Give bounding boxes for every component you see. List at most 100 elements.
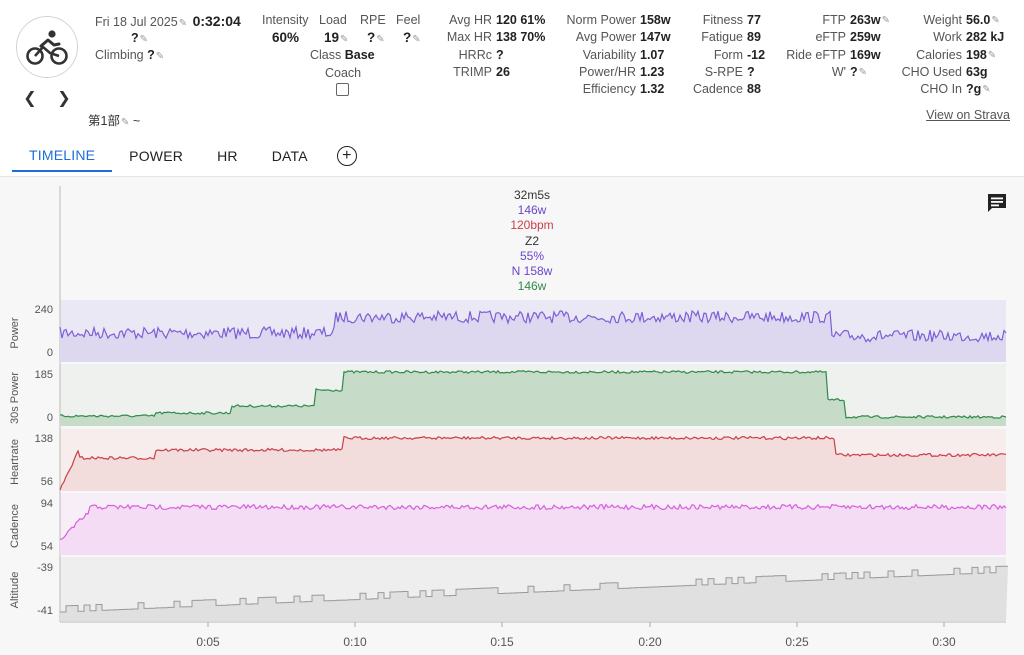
hrrc-label: HRRc (458, 47, 492, 62)
calories-label: Calories (916, 47, 962, 62)
efficiency-value: 1.32 (640, 82, 665, 97)
power-stats: Norm Power 158w Avg Power 147w Variability… (560, 12, 671, 98)
activity-date: Fri 18 Jul 2025 (95, 15, 178, 29)
ftp-value: 263w (850, 13, 881, 27)
variability-label: Variability (582, 47, 636, 62)
climbing-value: ? (147, 48, 155, 62)
class-label: Class (310, 48, 342, 62)
form-value: -12 (747, 47, 766, 62)
form-label: Form (713, 47, 743, 62)
activity-type-avatar[interactable] (16, 16, 78, 78)
weight-label: Weight (923, 13, 962, 27)
avg-hr-value: 120 61% (496, 13, 546, 27)
activity-name: ? (131, 31, 139, 45)
tab-power[interactable]: POWER (129, 148, 184, 164)
w-prime-label: W' (831, 64, 846, 79)
eftp-value: 259w (850, 30, 881, 45)
edit-name-pencil-icon[interactable]: ✎ (139, 34, 149, 45)
feel-label: Feel (396, 13, 421, 27)
cadence-value: 88 (747, 82, 761, 97)
cho-in-label: CHO In (920, 82, 962, 97)
cho-used-label: CHO Used (901, 64, 962, 79)
ride-eftp-label: Ride eFTP (786, 47, 846, 62)
description-suffix: ~ (132, 114, 141, 128)
intensity-value: 60% (272, 30, 300, 45)
fatigue-label: Fatigue (701, 30, 743, 45)
hrrc-value: ? (496, 47, 504, 62)
view-on-strava-link[interactable]: View on Strava (926, 108, 1010, 122)
edit-feel-pencil-icon[interactable]: ✎ (412, 34, 421, 45)
tab-hr[interactable]: HR (217, 148, 238, 164)
avg-hr-label: Avg HR (449, 13, 492, 27)
edit-calories-pencil-icon[interactable]: ✎ (987, 49, 997, 61)
weight-stats: Weight 56.0 ✎ Work 282 kJ Calories 198 ✎ CHO … (898, 12, 1005, 98)
fitness-value: 77 (747, 13, 761, 27)
ftp-stats: FTP 263w ✎ eFTP 259w Ride eFTP 169w W'? ✎ (786, 12, 890, 81)
rpe-value: ? (367, 30, 376, 45)
power-hr-label: Power/HR (579, 64, 636, 79)
norm-power-value: 158w (640, 13, 671, 27)
trimp-label: TRIMP (453, 64, 492, 79)
edit-cho-in-pencil-icon[interactable]: ✎ (982, 84, 991, 96)
avg-power-value: 147w (640, 30, 671, 45)
tooltip-power30: 146w (517, 279, 547, 294)
fitness-stats: Fitness 77 Fatigue 89 Form -12 S-RPE? Caden… (690, 12, 765, 98)
efficiency-label: Efficiency (582, 82, 636, 97)
edit-rpe-pencil-icon[interactable]: ✎ (376, 34, 385, 45)
s-rpe-label: S-RPE (704, 64, 743, 79)
edit-description-pencil-icon[interactable]: ✎ (120, 117, 130, 128)
edit-ftp-pencil-icon[interactable]: ✎ (881, 15, 890, 26)
edit-climbing-pencil-icon[interactable]: ✎ (155, 51, 165, 62)
activity-description: 第1部 (88, 114, 120, 128)
edit-load-pencil-icon[interactable]: ✎ (340, 34, 349, 45)
intensity-label: Intensity (262, 13, 309, 27)
climbing-label: Climbing (95, 48, 144, 62)
edit-date-pencil-icon[interactable]: ✎ (178, 18, 188, 29)
cho-in-value: ?g (966, 82, 982, 97)
trimp-value: 26 (496, 64, 510, 79)
work-value: 282 kJ (966, 30, 1005, 45)
edit-w-prime-pencil-icon[interactable]: ✎ (858, 66, 868, 78)
max-hr-label: Max HR (446, 30, 492, 45)
load-value: 19 (324, 30, 340, 45)
eftp-label: eFTP (815, 30, 846, 45)
variability-value: 1.07 (640, 47, 665, 62)
rpe-label: RPE (360, 13, 386, 27)
tooltip-np: N 158w (511, 264, 553, 279)
fitness-label: Fitness (702, 13, 743, 27)
next-activity-button[interactable]: ❯ (57, 90, 71, 107)
coach-label: Coach (325, 66, 362, 80)
cadence-label: Cadence (692, 82, 743, 97)
activity-duration: 0:32:04 (192, 13, 241, 29)
work-label: Work (933, 30, 962, 45)
hr-stats: Avg HR 120 61% Max HR 138 70% HRRc? TRIMP 2… (436, 12, 546, 81)
fatigue-value: 89 (747, 30, 761, 45)
tooltip-hr: 120bpm (510, 218, 554, 233)
load-label: Load (319, 13, 347, 27)
cycling-icon (26, 30, 68, 65)
weight-value: 56.0 (966, 13, 991, 27)
edit-weight-pencil-icon[interactable]: ✎ (991, 15, 1000, 26)
tooltip-zone: Z2 (524, 233, 539, 248)
feel-value: ? (403, 30, 412, 45)
ride-eftp-value: 169w (850, 47, 881, 62)
calories-value: 198 (966, 47, 987, 62)
ftp-label: FTP (822, 13, 846, 27)
max-hr-value: 138 70% (496, 30, 546, 45)
tab-timeline[interactable]: TIMELINE (12, 140, 113, 172)
norm-power-label: Norm Power (566, 13, 636, 27)
tooltip-power: 146w (517, 203, 547, 218)
add-tab-plus-icon[interactable]: + (336, 146, 357, 166)
avg-power-label: Avg Power (575, 30, 636, 45)
coach-checkbox[interactable] (336, 83, 349, 96)
s-rpe-value: ? (747, 64, 755, 79)
tooltip-time: 32m5s (513, 188, 551, 202)
comment-icon[interactable] (986, 193, 1008, 213)
tooltip-pct: 55% (519, 248, 545, 263)
w-prime-value: ? (850, 64, 858, 79)
cho-used-value: 63g (966, 64, 988, 79)
previous-activity-button[interactable]: ❮ (23, 90, 37, 107)
tab-data[interactable]: DATA (271, 148, 308, 164)
power-hr-value: 1.23 (640, 64, 665, 79)
activity-tabs: TIMELINE POWER HR DATA + (12, 140, 357, 172)
